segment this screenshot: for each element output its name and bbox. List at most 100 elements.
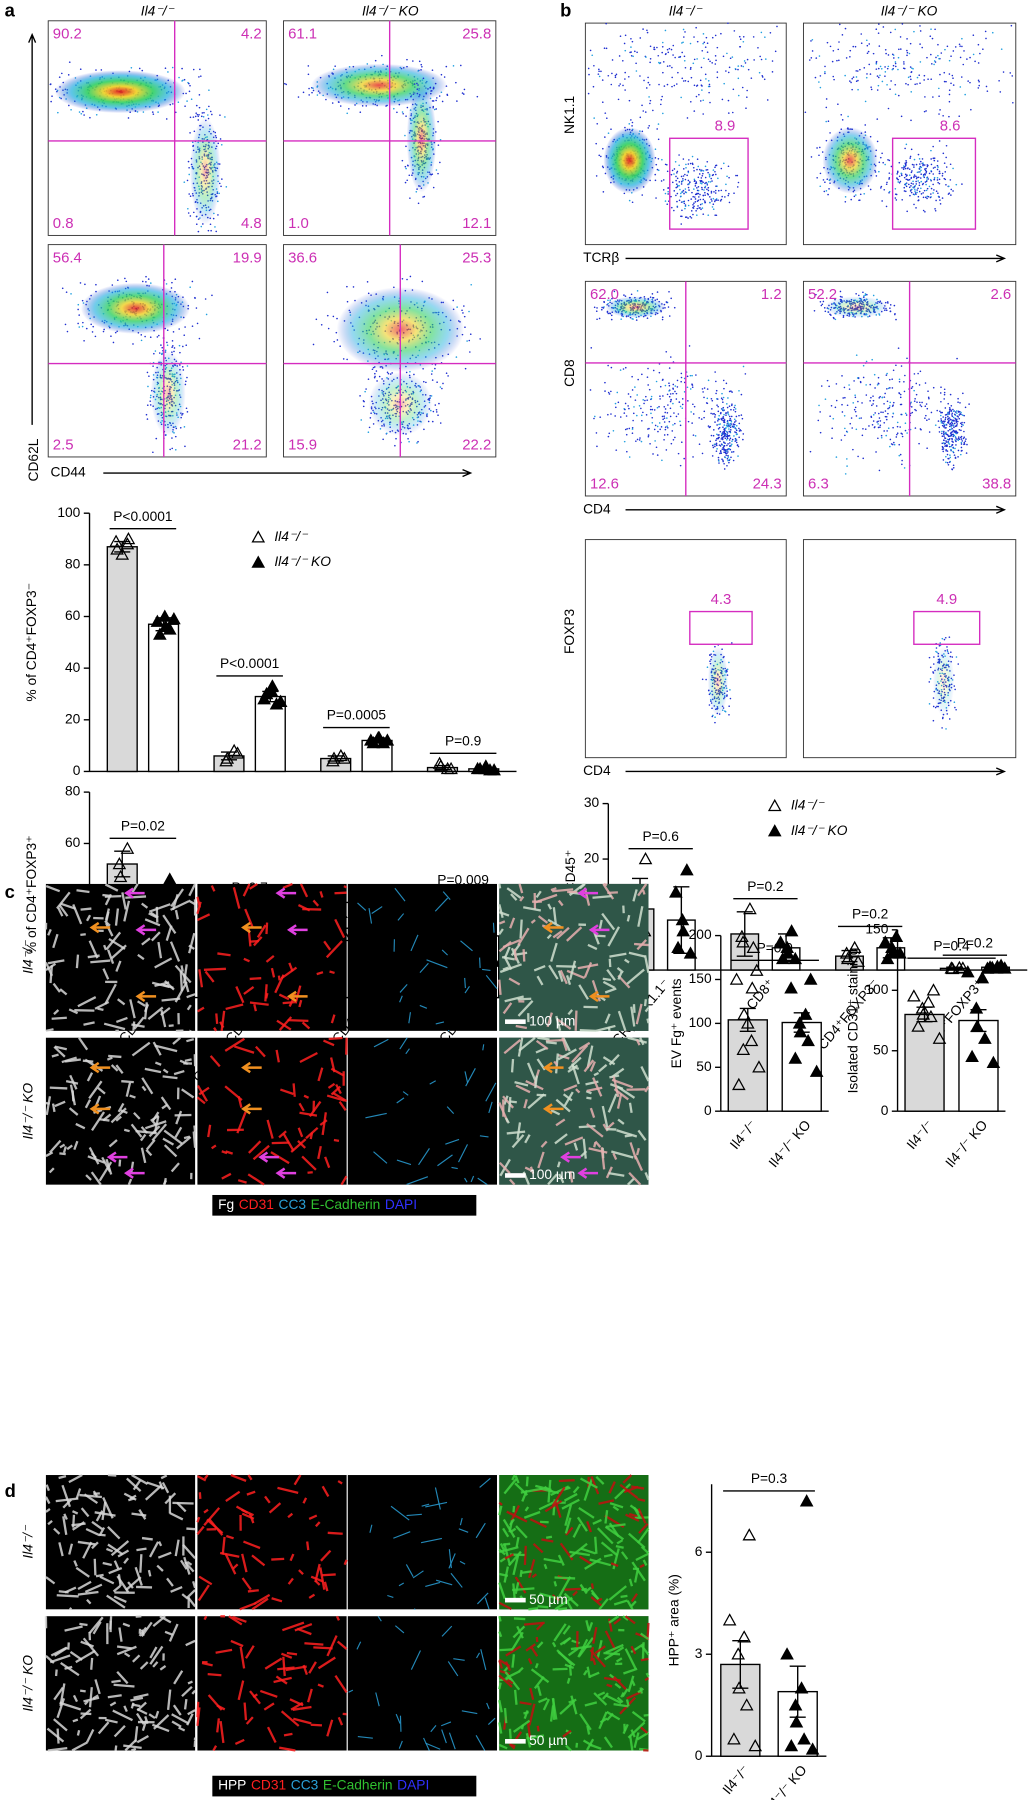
event-dot xyxy=(368,431,370,433)
event-dot xyxy=(701,89,703,91)
event-dot xyxy=(725,457,727,459)
event-dot xyxy=(721,437,723,439)
event-dot xyxy=(622,85,624,87)
event-dot xyxy=(693,170,695,172)
event-dot xyxy=(605,23,607,25)
event-dot xyxy=(166,342,168,344)
event-dot xyxy=(693,110,695,112)
event-dot xyxy=(647,127,649,129)
event-dot xyxy=(671,174,673,176)
event-dot xyxy=(677,186,679,188)
event-dot xyxy=(931,164,933,166)
event-dot xyxy=(124,278,126,280)
panel-label: c xyxy=(5,881,15,902)
event-dot xyxy=(416,83,418,85)
event-dot xyxy=(954,423,956,425)
event-dot xyxy=(733,451,735,453)
event-dot xyxy=(918,154,920,156)
event-dot xyxy=(328,328,330,330)
event-dot xyxy=(145,281,147,283)
event-dot xyxy=(708,425,710,427)
event-dot xyxy=(692,163,694,165)
event-dot xyxy=(847,116,849,118)
event-dot xyxy=(678,185,680,187)
event-dot xyxy=(973,54,975,56)
event-dot xyxy=(708,380,710,382)
event-dot xyxy=(695,210,697,212)
event-dot xyxy=(321,324,323,326)
event-dot xyxy=(182,346,184,348)
event-dot xyxy=(727,422,729,424)
event-dot xyxy=(732,56,734,58)
event-dot xyxy=(652,422,654,424)
event-dot xyxy=(593,418,595,420)
quadrant-value: 62.0 xyxy=(590,286,619,303)
event-dot xyxy=(940,52,942,54)
event-dot xyxy=(147,418,149,420)
event-dot xyxy=(703,397,705,399)
event-dot xyxy=(716,390,718,392)
event-dot xyxy=(172,67,174,69)
event-dot xyxy=(859,199,861,201)
event-dot xyxy=(648,96,650,98)
event-dot xyxy=(657,426,659,428)
event-dot xyxy=(945,450,947,452)
event-dot xyxy=(625,403,627,405)
event-dot xyxy=(465,368,467,370)
event-dot xyxy=(823,191,825,193)
event-dot xyxy=(667,84,669,86)
event-dot xyxy=(724,196,726,198)
event-dot xyxy=(914,84,916,86)
event-dot xyxy=(879,74,881,76)
event-dot xyxy=(92,331,94,333)
event-dot xyxy=(734,427,736,429)
event-dot xyxy=(728,448,730,450)
event-dot xyxy=(727,455,729,457)
event-dot xyxy=(723,463,725,465)
event-dot xyxy=(722,399,724,401)
event-dot xyxy=(185,344,187,346)
event-dot xyxy=(624,43,626,45)
event-dot xyxy=(905,178,907,180)
event-dot xyxy=(886,206,888,208)
event-dot xyxy=(1011,75,1013,77)
event-dot xyxy=(599,318,601,320)
event-dot xyxy=(186,100,188,102)
event-dot xyxy=(961,447,963,449)
event-dot xyxy=(464,316,466,318)
event-dot xyxy=(393,108,395,110)
event-dot xyxy=(907,179,909,181)
event-dot xyxy=(908,77,910,79)
event-dot xyxy=(667,193,669,195)
event-dot xyxy=(665,408,667,410)
event-dot xyxy=(637,379,639,381)
event-dot xyxy=(966,452,968,454)
event-dot xyxy=(678,401,680,403)
event-dot xyxy=(714,446,716,448)
event-dot xyxy=(192,325,194,327)
event-dot xyxy=(630,46,632,48)
event-dot xyxy=(646,87,648,89)
event-dot xyxy=(937,165,939,167)
event-dot xyxy=(702,99,704,101)
event-dot xyxy=(709,441,711,443)
event-dot xyxy=(646,414,648,416)
event-dot xyxy=(748,69,750,71)
event-dot xyxy=(681,377,683,379)
event-dot xyxy=(157,336,159,338)
event-dot xyxy=(919,191,921,193)
event-dot xyxy=(729,442,731,444)
event-dot xyxy=(628,123,630,125)
event-dot xyxy=(945,462,947,464)
event-dot xyxy=(949,461,951,463)
event-dot xyxy=(855,46,857,48)
event-dot xyxy=(184,79,186,81)
event-dot xyxy=(973,34,975,36)
event-dot xyxy=(662,416,664,418)
event-dot xyxy=(742,418,744,420)
event-dot xyxy=(686,192,688,194)
event-dot xyxy=(675,180,677,182)
event-dot xyxy=(688,180,690,182)
event-dot xyxy=(905,83,907,85)
event-dot xyxy=(723,446,725,448)
